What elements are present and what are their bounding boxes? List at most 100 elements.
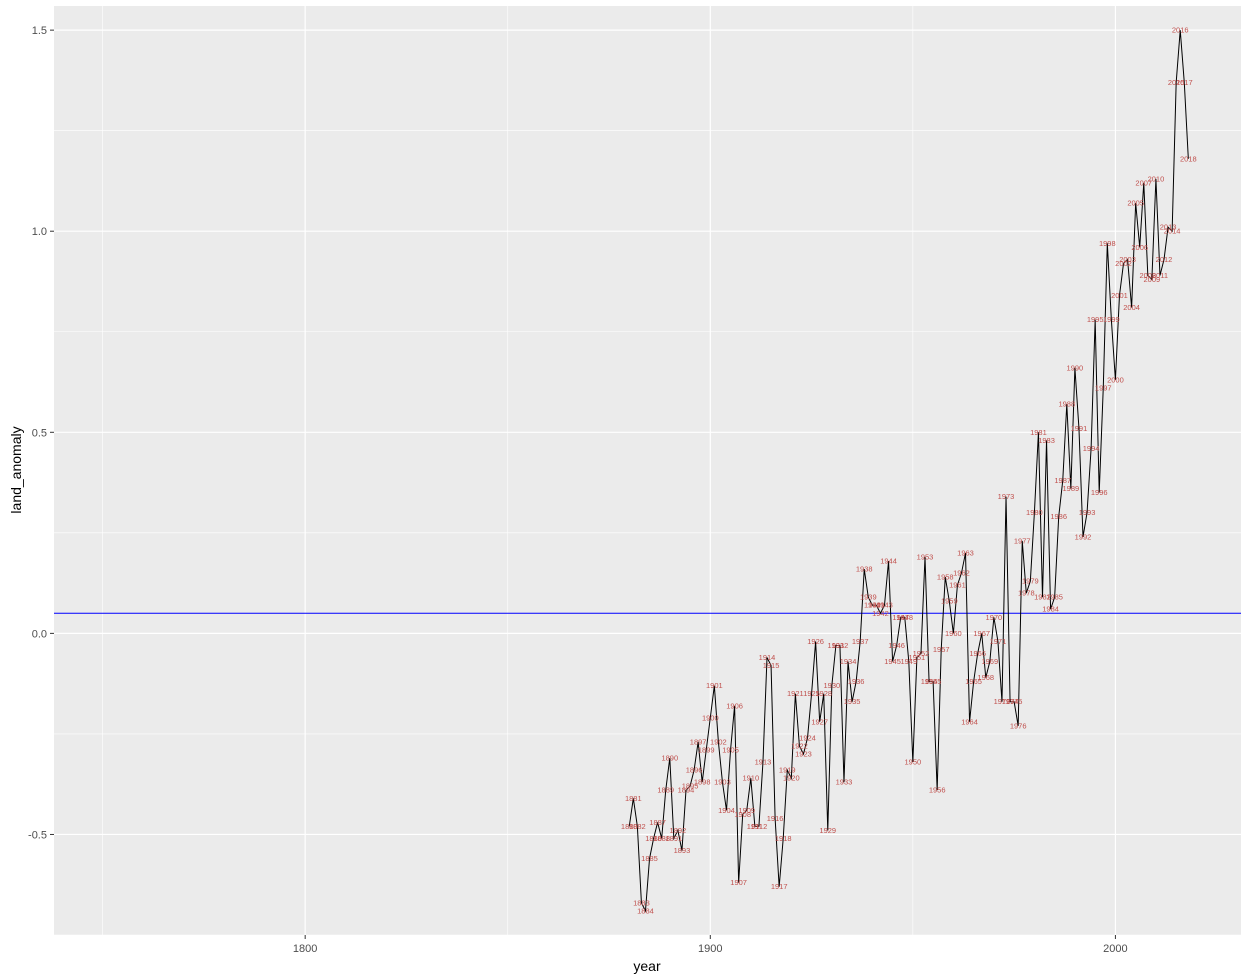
point-label: 1905 bbox=[722, 746, 739, 755]
point-label: 1880 bbox=[621, 822, 638, 831]
point-label: 1921 bbox=[787, 689, 804, 698]
point-label: 1942 bbox=[872, 609, 889, 618]
point-label: 1962 bbox=[953, 569, 970, 578]
point-label: 1966 bbox=[969, 649, 986, 658]
point-label: 1974 bbox=[1002, 697, 1019, 706]
y-tick-label: 0.0 bbox=[32, 628, 47, 640]
series-line bbox=[628, 30, 1189, 913]
panel-background bbox=[54, 6, 1241, 935]
point-label: 1983 bbox=[1038, 436, 1055, 445]
point-label: 1994 bbox=[1083, 444, 1100, 453]
point-label: 1935 bbox=[844, 697, 861, 706]
point-label: 1886 bbox=[645, 834, 662, 843]
point-label: 1987 bbox=[1054, 476, 1071, 485]
point-label: 1989 bbox=[1063, 484, 1080, 493]
point-label: 1976 bbox=[1010, 721, 1027, 730]
point-label: 2017 bbox=[1176, 78, 1193, 87]
point-label: 2007 bbox=[1135, 178, 1152, 187]
point-label: 2008 bbox=[1139, 271, 1156, 280]
point-label: 1896 bbox=[686, 766, 703, 775]
point-label: 2018 bbox=[1180, 154, 1197, 163]
point-label: 1906 bbox=[726, 701, 743, 710]
point-label: 1946 bbox=[888, 641, 905, 650]
point-label: 1931 bbox=[828, 641, 845, 650]
point-label: 1982 bbox=[1034, 593, 1051, 602]
point-label: 1920 bbox=[783, 774, 800, 783]
point-label: 1984 bbox=[1042, 605, 1059, 614]
point-label: 1961 bbox=[949, 581, 966, 590]
y-axis-title: land_anomaly bbox=[8, 426, 24, 513]
point-label: 1888 bbox=[653, 834, 670, 843]
point-label: 1901 bbox=[706, 681, 723, 690]
point-label: 1887 bbox=[649, 818, 666, 827]
point-label: 1894 bbox=[678, 786, 695, 795]
point-label: 1997 bbox=[1095, 384, 1112, 393]
major-grid bbox=[54, 6, 1241, 935]
point-label: 1947 bbox=[892, 613, 909, 622]
point-label: 1952 bbox=[913, 649, 930, 658]
point-label: 1926 bbox=[807, 637, 824, 646]
x-tick-label: 1900 bbox=[698, 943, 722, 955]
point-label: 1945 bbox=[884, 657, 901, 666]
point-label: 1885 bbox=[641, 854, 658, 863]
point-label: 1922 bbox=[791, 741, 808, 750]
point-label: 1919 bbox=[779, 766, 796, 775]
point-label: 1964 bbox=[961, 717, 978, 726]
point-label: 1941 bbox=[868, 601, 885, 610]
y-tick-label: 1.0 bbox=[32, 226, 47, 238]
point-label: 1910 bbox=[742, 774, 759, 783]
point-label: 2010 bbox=[1148, 174, 1165, 183]
point-label: 2006 bbox=[1131, 243, 1148, 252]
y-tick-label: 0.5 bbox=[32, 427, 47, 439]
point-label: 1908 bbox=[734, 810, 751, 819]
point-label: 1975 bbox=[1006, 697, 1023, 706]
point-label: 1999 bbox=[1103, 315, 1120, 324]
point-label: 2011 bbox=[1152, 271, 1168, 280]
point-label: 1973 bbox=[998, 492, 1015, 501]
point-label: 1963 bbox=[957, 548, 974, 557]
x-axis: 1800 1900 2000 bbox=[293, 935, 1128, 955]
point-label: 1992 bbox=[1075, 532, 1092, 541]
point-label: 1933 bbox=[836, 778, 853, 787]
point-label: 1911 bbox=[747, 822, 763, 831]
point-label: 1902 bbox=[710, 737, 727, 746]
point-label: 2000 bbox=[1107, 376, 1124, 385]
point-label: 1965 bbox=[965, 677, 982, 686]
point-label: 1927 bbox=[811, 717, 828, 726]
point-label: 1917 bbox=[771, 882, 788, 891]
point-label: 1951 bbox=[909, 653, 926, 662]
point-label: 1969 bbox=[981, 657, 998, 666]
point-label: 1916 bbox=[767, 814, 784, 823]
minor-grid bbox=[54, 6, 1241, 936]
point-label: 1912 bbox=[751, 822, 768, 831]
point-label: 2014 bbox=[1164, 227, 1181, 236]
point-label: 1972 bbox=[994, 697, 1011, 706]
y-tick-label: 1.5 bbox=[32, 25, 47, 37]
point-label: 1971 bbox=[990, 637, 1007, 646]
point-label: 1939 bbox=[860, 593, 877, 602]
point-label: 2005 bbox=[1127, 199, 1144, 208]
point-label: 1980 bbox=[1026, 508, 1043, 517]
point-label: 1940 bbox=[864, 601, 881, 610]
point-label: 1967 bbox=[973, 629, 990, 638]
point-label: 1978 bbox=[1018, 589, 1035, 598]
point-label: 1988 bbox=[1058, 400, 1075, 409]
point-label: 2001 bbox=[1111, 291, 1128, 300]
point-label: 1985 bbox=[1046, 593, 1063, 602]
point-label: 2015 bbox=[1168, 78, 1185, 87]
point-label: 1907 bbox=[730, 878, 747, 887]
point-label: 1938 bbox=[856, 565, 873, 574]
x-axis-title: year bbox=[633, 958, 661, 974]
point-label: 1959 bbox=[941, 597, 958, 606]
point-label: 1954 bbox=[921, 677, 938, 686]
point-label: 1934 bbox=[840, 657, 857, 666]
point-label: 1950 bbox=[905, 758, 922, 767]
point-label: 1932 bbox=[832, 641, 849, 650]
point-label: 1900 bbox=[702, 713, 719, 722]
point-label: 1993 bbox=[1079, 508, 1096, 517]
point-label: 2003 bbox=[1119, 255, 1136, 264]
point-label: 1925 bbox=[803, 689, 820, 698]
point-label: 1930 bbox=[823, 681, 840, 690]
point-label: 1882 bbox=[629, 822, 646, 831]
point-label: 1958 bbox=[937, 573, 954, 582]
